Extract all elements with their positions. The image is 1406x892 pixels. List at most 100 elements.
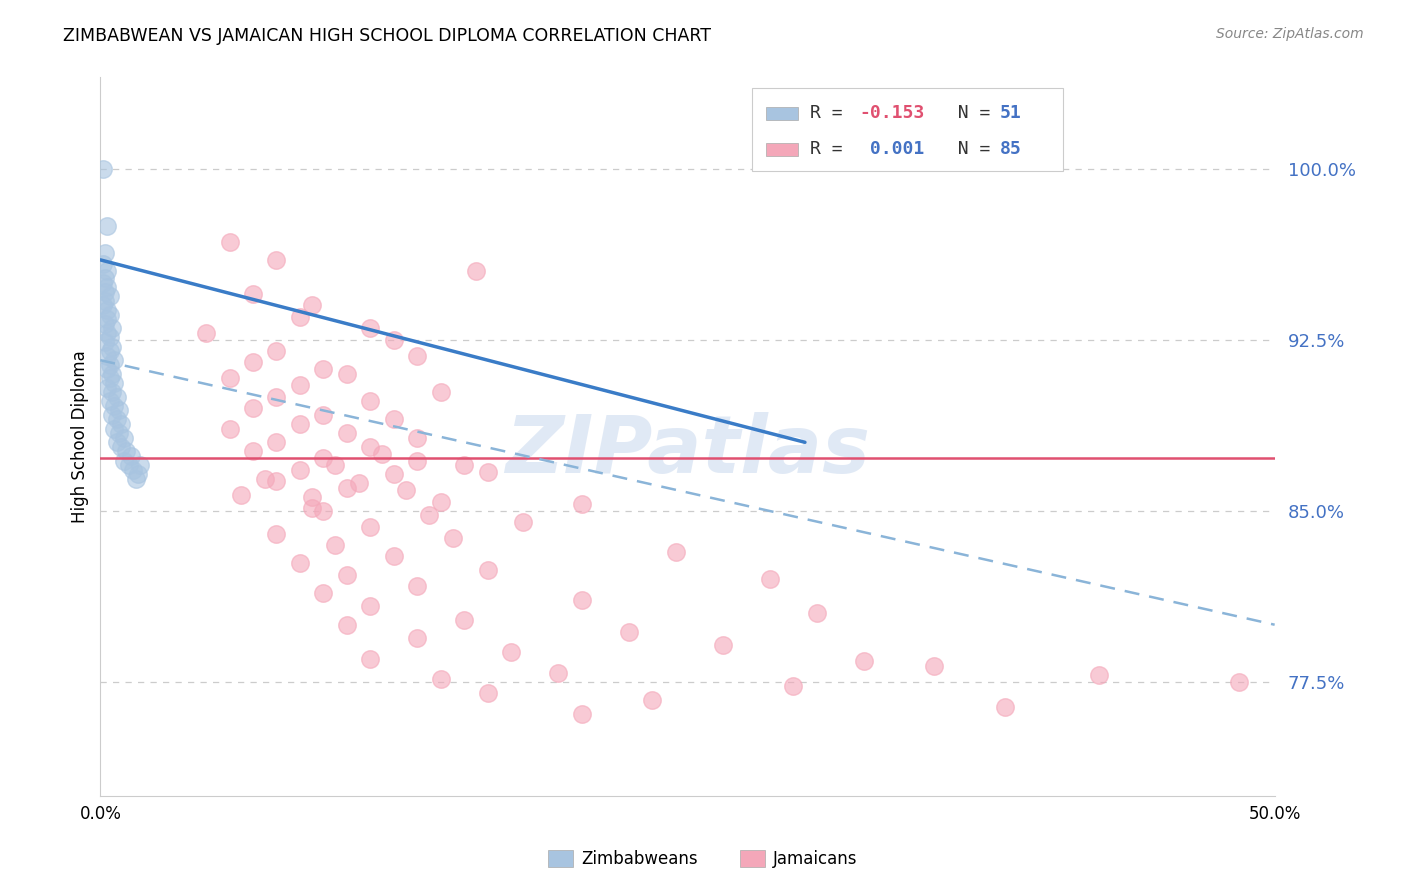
- Point: [477, 465, 499, 479]
- Point: [323, 538, 346, 552]
- Point: [406, 431, 429, 445]
- Point: [103, 422, 125, 436]
- Point: [101, 321, 124, 335]
- Text: ZIMBABWEAN VS JAMAICAN HIGH SCHOOL DIPLOMA CORRELATION CHART: ZIMBABWEAN VS JAMAICAN HIGH SCHOOL DIPLO…: [63, 27, 711, 45]
- Point: [94, 334, 117, 349]
- Point: [105, 390, 128, 404]
- Point: [120, 449, 142, 463]
- Text: R =: R =: [810, 104, 853, 122]
- Point: [371, 447, 394, 461]
- Point: [571, 497, 593, 511]
- FancyBboxPatch shape: [766, 107, 797, 120]
- Point: [96, 264, 118, 278]
- Point: [312, 408, 335, 422]
- Point: [96, 362, 118, 376]
- Point: [336, 426, 359, 441]
- Point: [266, 526, 288, 541]
- Point: [323, 458, 346, 472]
- Point: [242, 287, 264, 301]
- Point: [91, 161, 114, 176]
- Point: [91, 276, 114, 290]
- Point: [124, 472, 146, 486]
- Point: [336, 617, 359, 632]
- Point: [96, 303, 118, 318]
- Point: [312, 451, 335, 466]
- Point: [94, 271, 117, 285]
- Point: [242, 355, 264, 369]
- Text: 85: 85: [1000, 140, 1022, 158]
- Point: [359, 652, 381, 666]
- Point: [94, 246, 117, 260]
- Text: -0.153: -0.153: [859, 104, 924, 122]
- Point: [101, 408, 124, 422]
- Point: [336, 567, 359, 582]
- Point: [301, 501, 323, 516]
- Point: [806, 607, 828, 621]
- Point: [359, 599, 381, 614]
- Text: N =: N =: [936, 140, 1001, 158]
- Point: [1087, 668, 1109, 682]
- Point: [98, 330, 121, 344]
- Point: [406, 632, 429, 646]
- Point: [103, 376, 125, 390]
- Point: [782, 679, 804, 693]
- Point: [242, 401, 264, 416]
- Point: [993, 699, 1015, 714]
- Point: [453, 613, 475, 627]
- Point: [359, 519, 381, 533]
- Point: [347, 476, 370, 491]
- Point: [266, 344, 288, 359]
- Point: [312, 586, 335, 600]
- Point: [430, 385, 453, 400]
- Point: [547, 665, 569, 680]
- Point: [103, 353, 125, 368]
- Point: [110, 440, 132, 454]
- Point: [571, 706, 593, 721]
- Point: [218, 235, 240, 249]
- Point: [101, 385, 124, 400]
- Point: [406, 579, 429, 593]
- Point: [288, 310, 311, 324]
- Point: [98, 308, 121, 322]
- Text: N =: N =: [936, 104, 1001, 122]
- Point: [382, 412, 405, 426]
- Text: 0.001: 0.001: [859, 140, 924, 158]
- Point: [115, 444, 138, 458]
- Point: [430, 494, 453, 508]
- Point: [103, 399, 125, 413]
- Point: [288, 417, 311, 431]
- Text: ZIPatlas: ZIPatlas: [505, 412, 870, 490]
- Point: [218, 422, 240, 436]
- Point: [98, 289, 121, 303]
- Y-axis label: High School Diploma: High School Diploma: [72, 351, 89, 523]
- Point: [288, 378, 311, 392]
- Point: [91, 257, 114, 271]
- Point: [96, 219, 118, 233]
- Point: [91, 298, 114, 312]
- Point: [112, 431, 135, 445]
- Point: [108, 403, 131, 417]
- Point: [218, 371, 240, 385]
- Point: [418, 508, 440, 523]
- Point: [129, 458, 152, 472]
- Point: [501, 645, 523, 659]
- Point: [253, 472, 276, 486]
- Point: [108, 426, 131, 441]
- Point: [266, 435, 288, 450]
- Point: [96, 280, 118, 294]
- Point: [852, 654, 875, 668]
- Point: [441, 531, 464, 545]
- Point: [430, 673, 453, 687]
- Point: [641, 693, 664, 707]
- FancyBboxPatch shape: [752, 88, 1063, 171]
- Point: [477, 563, 499, 577]
- Point: [98, 358, 121, 372]
- FancyBboxPatch shape: [766, 143, 797, 156]
- Point: [665, 545, 688, 559]
- Point: [841, 154, 863, 169]
- Point: [242, 444, 264, 458]
- Point: [94, 293, 117, 308]
- Point: [312, 504, 335, 518]
- Point: [406, 349, 429, 363]
- Point: [395, 483, 418, 498]
